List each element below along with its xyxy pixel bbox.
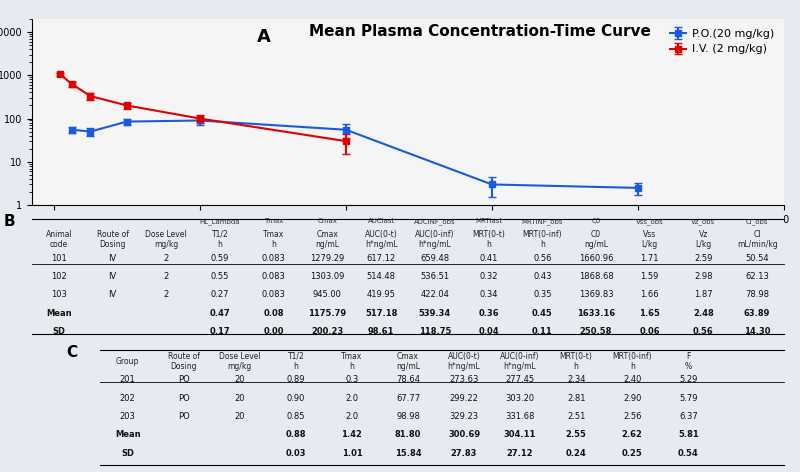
Text: A: A <box>257 28 271 46</box>
Text: B: B <box>3 214 15 229</box>
Legend: P.O.(20 mg/kg), I.V. (2 mg/kg): P.O.(20 mg/kg), I.V. (2 mg/kg) <box>665 25 778 59</box>
Text: C: C <box>66 345 77 360</box>
X-axis label: Time(h): Time(h) <box>381 230 435 244</box>
Text: Mean Plasma Concentration-Time Curve: Mean Plasma Concentration-Time Curve <box>309 24 651 39</box>
